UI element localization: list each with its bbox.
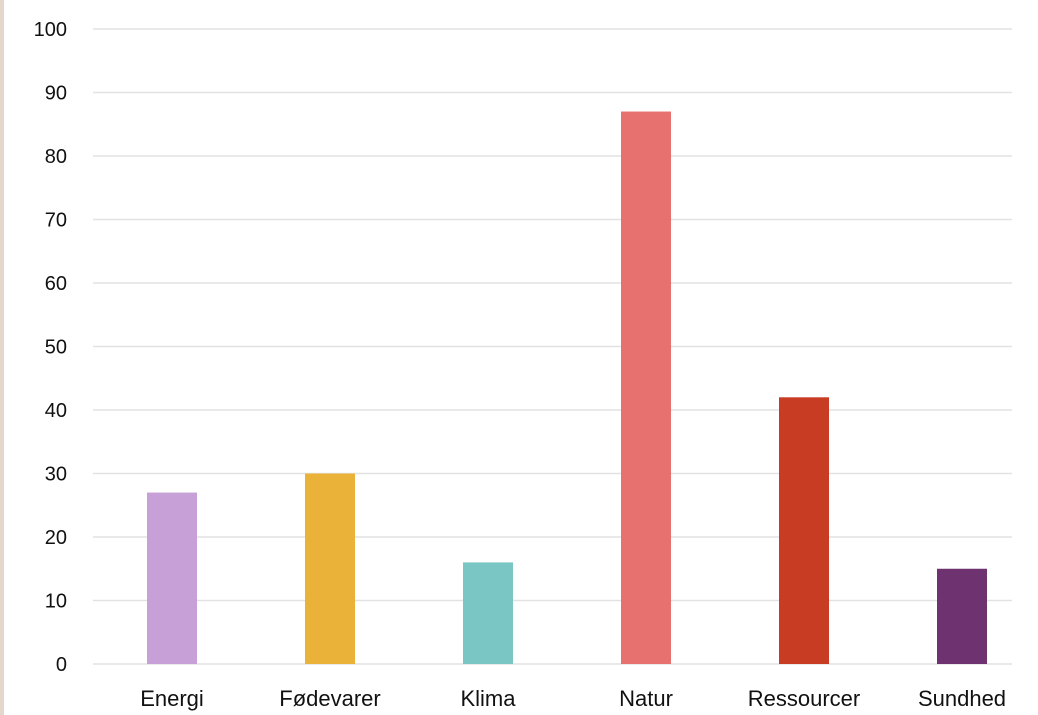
- bar-natur: [621, 111, 671, 665]
- page-left-border: [0, 0, 4, 715]
- y-tick-label-10: 10: [45, 591, 67, 613]
- y-tick-label-50: 50: [45, 337, 67, 359]
- y-tick-label-90: 90: [45, 83, 67, 105]
- y-axis-ticks: 0 10 20 30 40 50 60 70 80 90 100: [34, 19, 67, 676]
- y-tick-label-40: 40: [45, 400, 67, 422]
- x-tick-label-ressourcer: Ressourcer: [748, 686, 860, 711]
- y-tick-label-70: 70: [45, 210, 67, 232]
- bar-klima: [463, 562, 513, 664]
- bar-sundhed: [937, 568, 987, 664]
- y-tick-label-0: 0: [56, 654, 67, 676]
- x-tick-label-natur: Natur: [619, 686, 673, 711]
- bar-f-devarer: [305, 473, 355, 664]
- x-axis-ticks: Energi Fødevarer Klima Natur Ressourcer Sundh…: [140, 686, 1006, 711]
- bar-energi: [147, 492, 197, 664]
- x-tick-label-energi: Energi: [140, 686, 204, 711]
- y-tick-label-100: 100: [34, 19, 67, 41]
- y-tick-label-80: 80: [45, 146, 67, 168]
- bars: [147, 111, 987, 665]
- gridlines: [93, 28, 1012, 665]
- bar-ressourcer: [779, 397, 829, 664]
- y-tick-label-30: 30: [45, 464, 67, 486]
- y-tick-label-20: 20: [45, 527, 67, 549]
- x-tick-label-sundhed: Sundhed: [918, 686, 1006, 711]
- x-tick-label-klima: Klima: [460, 686, 516, 711]
- x-tick-label-f-devarer: Fødevarer: [279, 686, 380, 711]
- y-tick-label-60: 60: [45, 273, 67, 295]
